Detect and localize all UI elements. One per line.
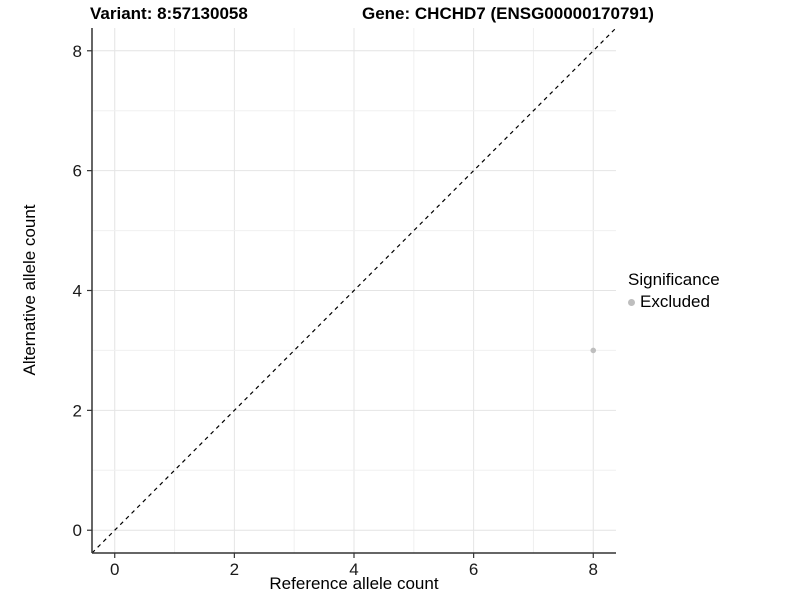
plot-title-gene: Gene: CHCHD7 (ENSG00000170791) xyxy=(362,4,654,23)
plot-title-variant: Variant: 8:57130058 xyxy=(90,4,248,23)
x-tick-label: 0 xyxy=(110,560,119,579)
legend-key-dot-icon xyxy=(628,298,635,306)
x-tick-label: 6 xyxy=(469,560,478,579)
legend: Significance Excluded xyxy=(628,270,720,312)
y-tick-label: 0 xyxy=(73,521,82,540)
legend-entry-label: Excluded xyxy=(640,292,710,311)
y-tick-label: 4 xyxy=(73,282,82,301)
y-axis-title: Alternative allele count xyxy=(20,204,39,376)
x-tick-label: 4 xyxy=(349,560,358,579)
y-tick-label: 8 xyxy=(73,42,82,61)
x-tick-label: 8 xyxy=(589,560,598,579)
y-tick-label: 2 xyxy=(73,401,82,420)
x-axis-title: Reference allele count xyxy=(269,574,439,593)
legend-title: Significance xyxy=(628,270,720,289)
legend-entry-excluded: Excluded xyxy=(628,292,720,312)
data-point xyxy=(590,347,597,354)
x-tick-label: 2 xyxy=(230,560,239,579)
y-tick-label: 6 xyxy=(73,162,82,181)
identity-line xyxy=(91,27,617,554)
